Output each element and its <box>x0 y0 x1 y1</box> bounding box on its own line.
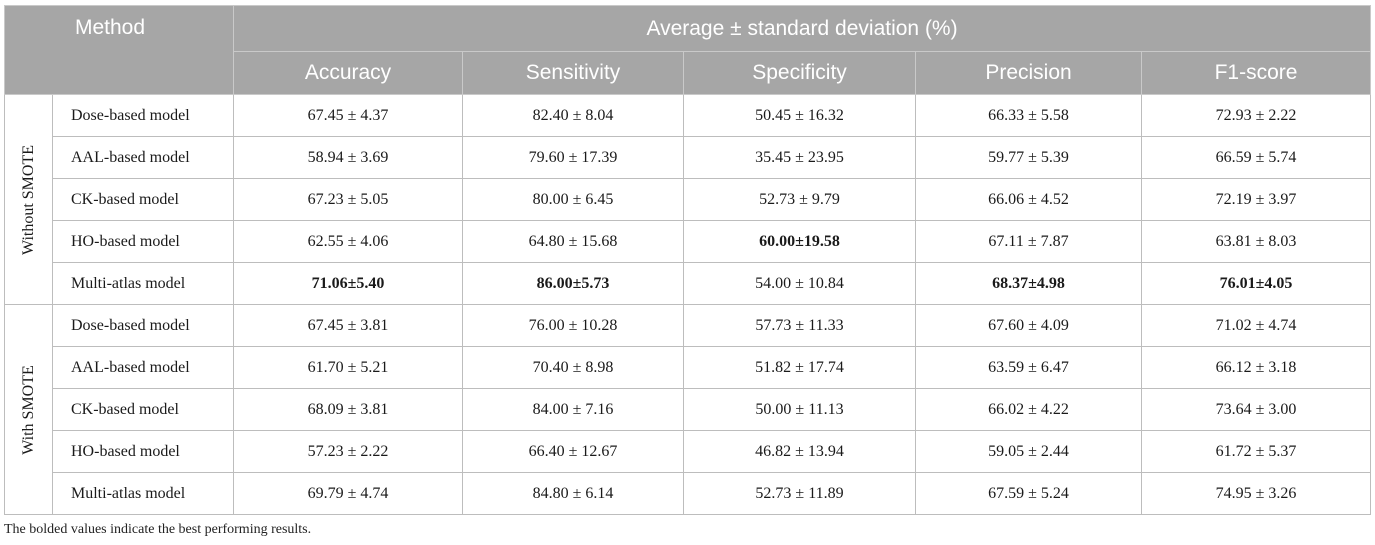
model-name-cell: CK-based model <box>51 388 235 431</box>
table-row: Without SMOTE Dose-based model 67.45 ± 4.3… <box>4 94 1372 305</box>
table-footnote: The bolded values indicate the best perf… <box>4 522 312 537</box>
accuracy-cell: 58.94 ± 3.69 <box>233 136 464 179</box>
accuracy-cell: 67.45 ± 4.37 <box>233 94 464 137</box>
table-row: CK-based model 68.09 ± 3.81 84.00 ± 7.16 50… <box>5 388 1372 431</box>
group-label: With SMOTE <box>19 364 37 455</box>
precision-cell: 67.59 ± 5.24 <box>915 472 1143 515</box>
accuracy-cell: 57.23 ± 2.22 <box>233 430 464 473</box>
specificity-cell: 50.00 ± 11.13 <box>683 388 917 431</box>
precision-cell: 63.59 ± 6.47 <box>915 346 1143 389</box>
precision-cell: 59.05 ± 2.44 <box>915 430 1143 473</box>
accuracy-cell: 67.23 ± 5.05 <box>233 178 464 221</box>
accuracy-cell: 62.55 ± 4.06 <box>233 220 464 263</box>
model-name-cell: Dose-based model <box>51 304 235 347</box>
sensitivity-cell: 82.40 ± 8.04 <box>462 94 685 137</box>
accuracy-cell: 71.06±5.40 <box>233 262 464 305</box>
specificity-cell: 54.00 ± 10.84 <box>683 262 917 305</box>
group-cell: Without SMOTE <box>4 94 53 305</box>
table-row: AAL-based model 61.70 ± 5.21 70.40 ± 8.98 5… <box>5 346 1372 389</box>
model-name-cell: HO-based model <box>51 430 235 473</box>
precision-cell: 66.33 ± 5.58 <box>915 94 1143 137</box>
table-row: CK-based model 67.23 ± 5.05 80.00 ± 6.45 52… <box>5 178 1372 221</box>
results-table: Method Average ± standard deviation (%) … <box>3 5 1372 515</box>
f1-score-cell: 72.19 ± 3.97 <box>1141 178 1372 221</box>
table-row: Multi-atlas model 69.79 ± 4.74 84.80 ± 6.1… <box>5 472 1372 515</box>
table-row: Multi-atlas model 71.06±5.40 86.00±5.73 54.… <box>5 262 1372 305</box>
specificity-cell: 57.73 ± 11.33 <box>683 304 917 347</box>
accuracy-cell: 61.70 ± 5.21 <box>233 346 464 389</box>
f1-score-cell: 61.72 ± 5.37 <box>1141 430 1372 473</box>
column-header-f1-score: F1-score <box>1141 51 1372 95</box>
group-cell: With SMOTE <box>4 304 53 515</box>
column-header-specificity: Specificity <box>683 51 917 95</box>
precision-cell: 66.02 ± 4.22 <box>915 388 1143 431</box>
accuracy-cell: 69.79 ± 4.74 <box>233 472 464 515</box>
f1-score-cell: 71.02 ± 4.74 <box>1141 304 1372 347</box>
group-label: Without SMOTE <box>19 144 37 255</box>
sensitivity-cell: 80.00 ± 6.45 <box>462 178 685 221</box>
precision-cell: 59.77 ± 5.39 <box>915 136 1143 179</box>
model-name-cell: AAL-based model <box>51 136 235 179</box>
specificity-cell: 60.00±19.58 <box>683 220 917 263</box>
model-name-cell: Multi-atlas model <box>51 472 235 515</box>
sensitivity-cell: 70.40 ± 8.98 <box>462 346 685 389</box>
specificity-cell: 35.45 ± 23.95 <box>683 136 917 179</box>
sensitivity-cell: 84.00 ± 7.16 <box>462 388 685 431</box>
f1-score-cell: 72.93 ± 2.22 <box>1141 94 1372 137</box>
column-header-accuracy: Accuracy <box>233 51 464 95</box>
f1-score-cell: 66.12 ± 3.18 <box>1141 346 1372 389</box>
f1-score-cell: 63.81 ± 8.03 <box>1141 220 1372 263</box>
model-name-cell: Multi-atlas model <box>51 262 235 305</box>
specificity-cell: 52.73 ± 11.89 <box>683 472 917 515</box>
precision-cell: 66.06 ± 4.52 <box>915 178 1143 221</box>
table-row: HO-based model 62.55 ± 4.06 64.80 ± 15.68 6… <box>5 220 1372 263</box>
specificity-cell: 51.82 ± 17.74 <box>683 346 917 389</box>
precision-cell: 67.60 ± 4.09 <box>915 304 1143 347</box>
table-row: With SMOTE Dose-based model 67.45 ± 3.81 76… <box>4 304 1372 515</box>
sensitivity-cell: 76.00 ± 10.28 <box>462 304 685 347</box>
specificity-cell: 46.82 ± 13.94 <box>683 430 917 473</box>
group-header: Average ± standard deviation (%) <box>233 5 1372 52</box>
f1-score-cell: 73.64 ± 3.00 <box>1141 388 1372 431</box>
model-name-cell: AAL-based model <box>51 346 235 389</box>
table-row: HO-based model 57.23 ± 2.22 66.40 ± 12.67 4… <box>5 430 1372 473</box>
f1-score-cell: 66.59 ± 5.74 <box>1141 136 1372 179</box>
header-row-top: Method Average ± standard deviation (%) <box>3 5 1372 95</box>
sensitivity-cell: 64.80 ± 15.68 <box>462 220 685 263</box>
header-row-columns: Accuracy Sensitivity Specificity Precisi… <box>5 51 1372 95</box>
accuracy-cell: 68.09 ± 3.81 <box>233 388 464 431</box>
table-row: AAL-based model 58.94 ± 3.69 79.60 ± 17.39… <box>5 136 1372 179</box>
sensitivity-cell: 79.60 ± 17.39 <box>462 136 685 179</box>
accuracy-cell: 67.45 ± 3.81 <box>233 304 464 347</box>
sensitivity-cell: 86.00±5.73 <box>462 262 685 305</box>
column-header-precision: Precision <box>915 51 1143 95</box>
model-name-cell: Dose-based model <box>51 94 235 137</box>
f1-score-cell: 76.01±4.05 <box>1141 262 1372 305</box>
method-header: Method <box>3 5 235 95</box>
column-header-sensitivity: Sensitivity <box>462 51 685 95</box>
precision-cell: 67.11 ± 7.87 <box>915 220 1143 263</box>
precision-cell: 68.37±4.98 <box>915 262 1143 305</box>
sensitivity-cell: 66.40 ± 12.67 <box>462 430 685 473</box>
sensitivity-cell: 84.80 ± 6.14 <box>462 472 685 515</box>
table-body: Without SMOTE Dose-based model 67.45 ± 4.3… <box>4 94 1372 515</box>
model-name-cell: CK-based model <box>51 178 235 221</box>
specificity-cell: 52.73 ± 9.79 <box>683 178 917 221</box>
f1-score-cell: 74.95 ± 3.26 <box>1141 472 1372 515</box>
specificity-cell: 50.45 ± 16.32 <box>683 94 917 137</box>
model-name-cell: HO-based model <box>51 220 235 263</box>
